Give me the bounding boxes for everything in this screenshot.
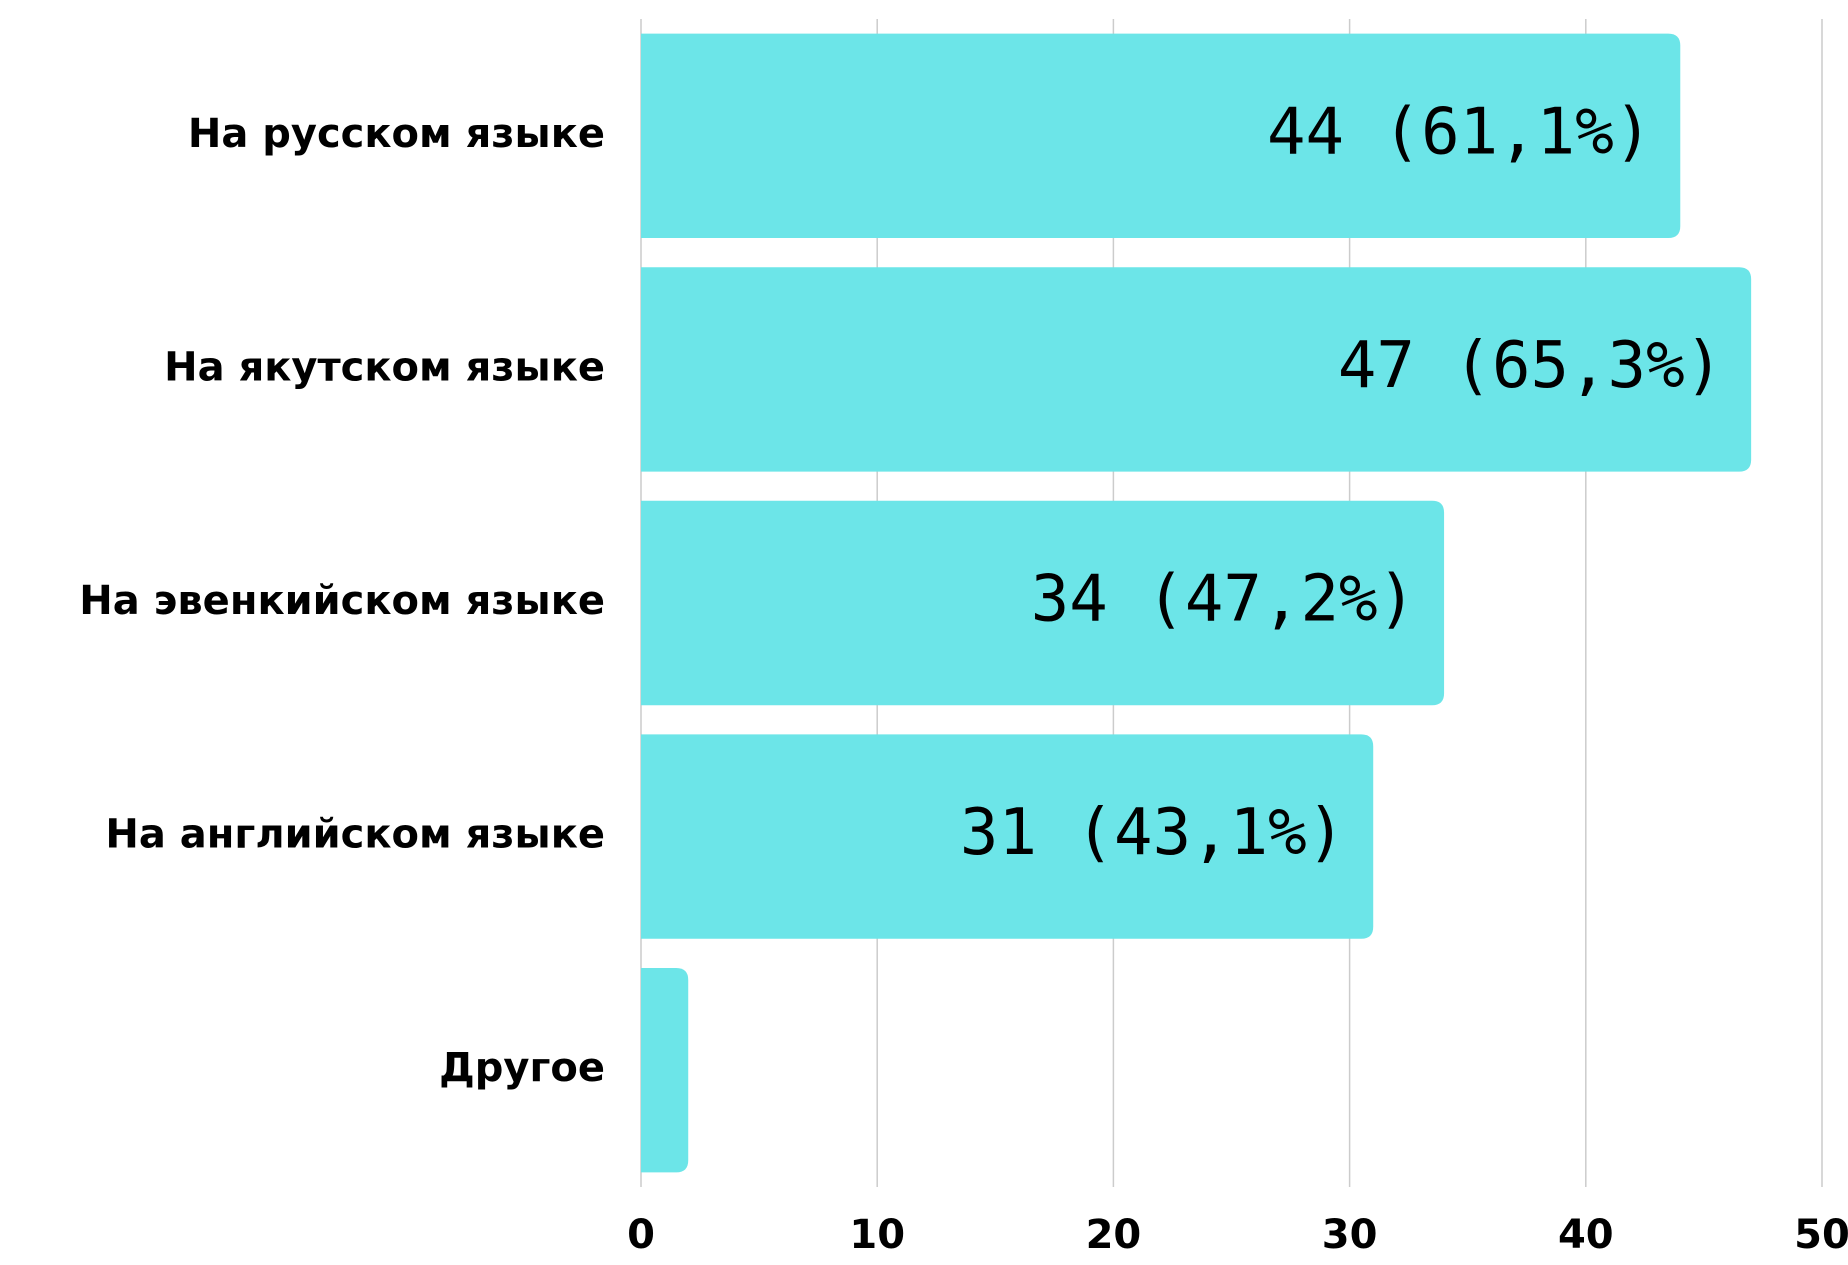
x-tick-label: 0 — [627, 1212, 655, 1258]
x-tick-label: 10 — [849, 1212, 905, 1258]
x-tick-label: 40 — [1558, 1212, 1614, 1258]
x-tick-label: 20 — [1086, 1212, 1142, 1258]
y-tick-label: На русском языке — [188, 111, 605, 157]
y-tick-label: Другое — [439, 1045, 605, 1091]
y-tick-label: На якутском языке — [164, 344, 605, 390]
bar — [641, 500, 1445, 706]
x-tick-label: 50 — [1794, 1212, 1848, 1258]
y-tick-label: На эвенкийском языке — [79, 578, 605, 624]
value-label: 31 (43,1%) — [960, 796, 1345, 870]
bar — [641, 968, 689, 1173]
value-label: 47 (65,3%) — [1338, 329, 1723, 403]
x-tick-label: 30 — [1322, 1212, 1378, 1258]
value-label: 44 (61,1%) — [1267, 95, 1652, 169]
value-label: 34 (47,2%) — [1031, 563, 1416, 637]
bar — [641, 267, 1752, 472]
bar — [641, 33, 1681, 238]
bar — [641, 734, 1374, 939]
y-tick-label: На английском языке — [105, 812, 605, 858]
